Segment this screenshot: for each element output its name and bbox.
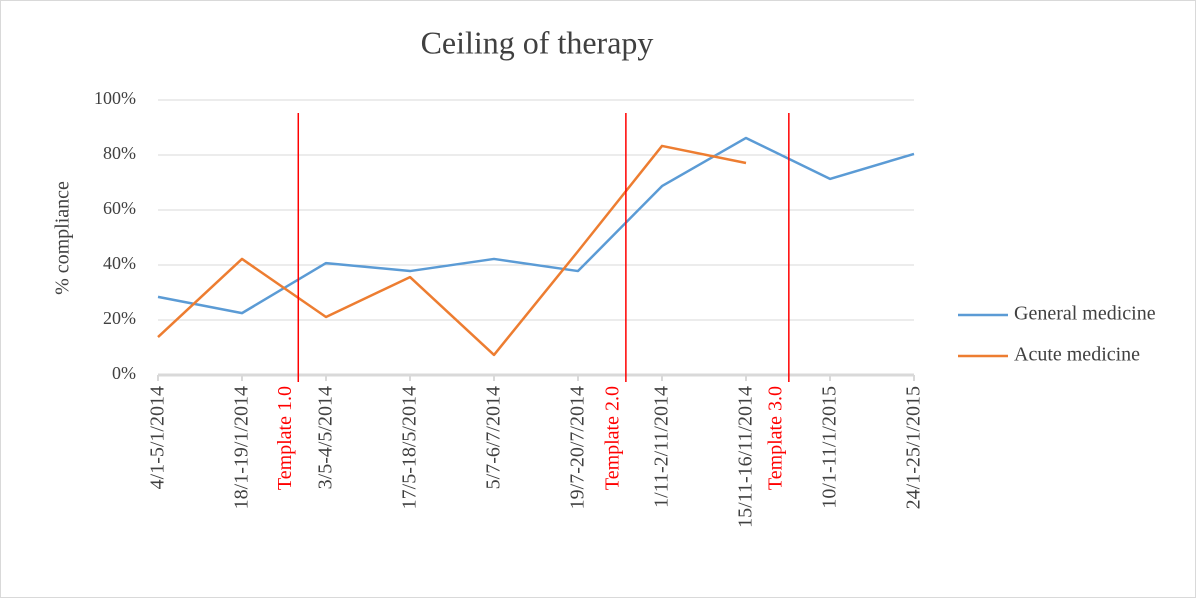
x-tick-label: 24/1-25/1/2015 [903, 386, 925, 509]
chart-title: Ceiling of therapy [421, 24, 654, 60]
annotation-label: Template 3.0 [764, 386, 786, 490]
x-tick-label: 1/11-2/11/2014 [651, 386, 673, 508]
y-tick-label: 60% [103, 198, 136, 218]
y-tick-label: 40% [103, 253, 136, 273]
y-tick-label: 20% [103, 308, 136, 328]
y-tick-label: 0% [112, 363, 136, 383]
x-tick-label: 5/7-6/7/2014 [483, 386, 505, 489]
legend-label: General medicine [1014, 303, 1156, 325]
annotation-label: Template 2.0 [601, 386, 623, 490]
series-line [157, 144, 747, 357]
y-tick-label: 80% [103, 143, 136, 163]
y-tick-label: 100% [94, 88, 136, 108]
annotation-label: Template 1.0 [274, 386, 296, 490]
x-tick-label: 18/1-19/1/2014 [231, 386, 253, 509]
x-tick-label: 17/5-18/5/2014 [399, 386, 421, 509]
y-axis-label: % compliance [52, 181, 74, 295]
x-tick-label: 4/1-5/1/2014 [147, 386, 169, 489]
legend-label: Acute medicine [1014, 344, 1140, 366]
x-tick-label: 19/7-20/7/2014 [567, 386, 589, 509]
x-tick-label: 3/5-4/5/2014 [315, 386, 337, 489]
x-tick-label: 10/1-11/1/2015 [819, 386, 841, 509]
x-tick-label: 15/11-16/11/2014 [735, 386, 757, 528]
